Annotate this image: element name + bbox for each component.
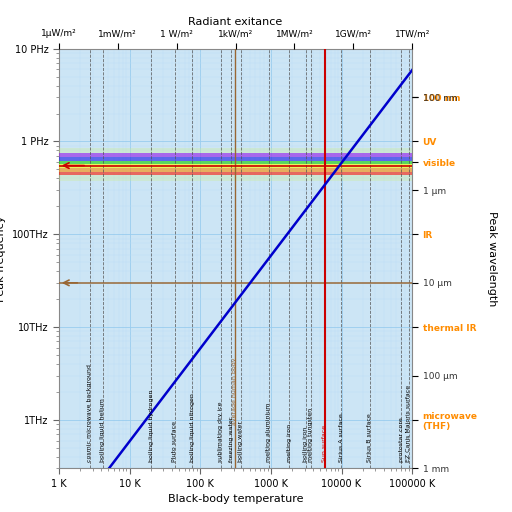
Text: melting tungsten: melting tungsten bbox=[308, 408, 313, 462]
Text: freezing water: freezing water bbox=[228, 417, 233, 462]
Text: average human body: average human body bbox=[232, 358, 238, 425]
Text: boiling water: boiling water bbox=[238, 421, 243, 462]
Bar bbox=[59, 161, 412, 164]
Text: boiling liquid helium: boiling liquid helium bbox=[100, 398, 105, 462]
Text: melting iron: melting iron bbox=[287, 424, 291, 462]
Text: sublimating dry ice: sublimating dry ice bbox=[218, 402, 223, 462]
Text: Pluto surface: Pluto surface bbox=[173, 421, 178, 462]
Text: Sirius A surface: Sirius A surface bbox=[339, 414, 344, 462]
Text: EZ Canis Majoris surface: EZ Canis Majoris surface bbox=[406, 385, 411, 462]
Text: cosmic microwave background: cosmic microwave background bbox=[87, 365, 92, 462]
Bar bbox=[59, 164, 412, 168]
Bar bbox=[59, 153, 412, 157]
Y-axis label: Peak frequency: Peak frequency bbox=[0, 216, 6, 302]
Text: protostar core: protostar core bbox=[399, 417, 404, 462]
Text: Sun surface: Sun surface bbox=[322, 425, 327, 462]
Text: melting aluminium: melting aluminium bbox=[266, 403, 271, 462]
Text: boiling iron: boiling iron bbox=[304, 427, 308, 462]
Text: Sirius B surface: Sirius B surface bbox=[368, 414, 372, 462]
Bar bbox=[59, 148, 412, 181]
Bar bbox=[59, 157, 412, 161]
Text: boiling liquid hydrogen: boiling liquid hydrogen bbox=[149, 390, 154, 462]
X-axis label: Radiant exitance: Radiant exitance bbox=[188, 17, 283, 27]
Y-axis label: Peak wavelength: Peak wavelength bbox=[487, 211, 497, 306]
X-axis label: Black-body temperature: Black-body temperature bbox=[168, 495, 303, 504]
Text: boiling liquid nitrogen: boiling liquid nitrogen bbox=[189, 393, 195, 462]
Bar bbox=[59, 168, 412, 172]
Bar bbox=[59, 172, 412, 176]
